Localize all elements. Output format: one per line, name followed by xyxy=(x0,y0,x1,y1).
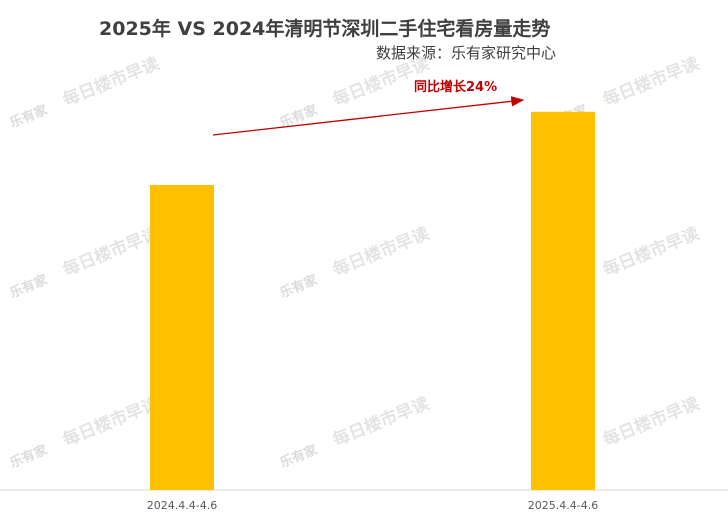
watermark-slogan: 每日楼市早读 xyxy=(330,223,432,281)
watermark-layer: 乐有家每日楼市早读乐有家每日楼市早读乐有家每日楼市早读乐有家每日楼市早读乐有家每… xyxy=(7,53,702,472)
watermark-slogan: 每日楼市早读 xyxy=(60,223,162,281)
growth-arrow xyxy=(212,96,525,136)
bar-0 xyxy=(150,185,214,490)
watermark-brand: 乐有家 xyxy=(7,102,50,132)
watermark-slogan: 每日楼市早读 xyxy=(600,223,702,281)
watermark-slogan: 每日楼市早读 xyxy=(600,393,702,451)
x-tick-label-0: 2024.4.4-4.6 xyxy=(147,499,217,512)
watermark-brand: 乐有家 xyxy=(277,272,320,302)
x-tick-label-1: 2025.4.4-4.6 xyxy=(528,499,598,512)
watermark-brand: 乐有家 xyxy=(7,272,50,302)
watermark-slogan: 每日楼市早读 xyxy=(330,393,432,451)
watermark-slogan: 每日楼市早读 xyxy=(330,53,432,111)
chart-title: 2025年 VS 2024年清明节深圳二手住宅看房量走势 xyxy=(99,18,551,40)
watermark-brand: 乐有家 xyxy=(7,442,50,472)
watermark-slogan: 每日楼市早读 xyxy=(60,53,162,111)
data-source: 数据来源：乐有家研究中心 xyxy=(376,44,557,62)
watermark-slogan: 每日楼市早读 xyxy=(60,393,162,451)
watermark-brand: 乐有家 xyxy=(277,442,320,472)
growth-annotation: 同比增长24% xyxy=(414,80,498,95)
watermark-slogan: 每日楼市早读 xyxy=(600,53,702,111)
bar-1 xyxy=(531,111,595,491)
